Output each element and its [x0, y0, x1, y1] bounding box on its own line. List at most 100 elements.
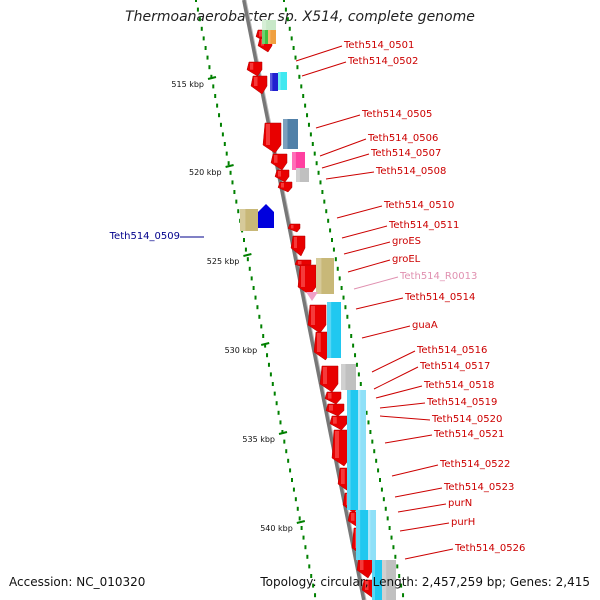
grid-dot — [292, 46, 295, 50]
grid-dot — [252, 286, 255, 290]
label-leader — [315, 114, 361, 129]
grid-dot — [386, 516, 389, 521]
cds-arrow-shade — [301, 266, 305, 287]
grid-dot — [298, 74, 301, 79]
cds-arrow-shade — [250, 63, 254, 70]
grid-dot — [400, 583, 403, 588]
grid-dot — [375, 458, 378, 463]
gene-label: Teth514_0514 — [404, 292, 475, 303]
feature-block — [292, 152, 305, 170]
feature-block-shade — [268, 30, 271, 44]
grid-dot — [300, 526, 303, 530]
grid-dot — [342, 295, 345, 300]
gene-label: Teth514_0501 — [343, 40, 414, 51]
cds-arrow — [324, 391, 342, 405]
cds-arrow-shade — [274, 155, 278, 163]
grid-dot — [319, 180, 322, 185]
grid-dot — [277, 410, 280, 415]
grid-dot — [279, 420, 282, 425]
grid-dot — [323, 199, 326, 204]
scale-tick-label: 535 kbp — [242, 435, 275, 444]
feature-block — [268, 30, 276, 44]
label-leader — [325, 171, 375, 180]
grid-dot — [262, 334, 265, 338]
cds-arrow-shade — [291, 225, 294, 229]
grid-dot — [388, 526, 391, 530]
cds-arrow-shade — [328, 393, 332, 399]
scale-tick-label: 525 kbp — [207, 257, 240, 266]
scale-tick-mark — [207, 76, 217, 80]
trna-arrow — [306, 292, 318, 301]
cds-arrow — [270, 153, 288, 171]
label-leader — [384, 434, 433, 444]
accession-text: Accession: NC_010320 — [9, 575, 146, 589]
gene-label: Teth514_0516 — [416, 345, 487, 356]
feature-block-shade — [368, 510, 371, 560]
label-leader — [341, 225, 388, 239]
genome-summary-text: Topology: circular; Length: 2,457,259 bp… — [260, 575, 590, 589]
grid-dot — [384, 506, 387, 511]
grid-dot — [291, 478, 293, 482]
label-leader — [379, 402, 426, 409]
grid-dot — [285, 449, 288, 454]
gene-label: purN — [448, 498, 472, 509]
feature-block — [240, 209, 258, 231]
gene-label: groES — [392, 236, 421, 247]
grid-dot — [314, 593, 317, 598]
cds-arrow — [262, 122, 282, 154]
grid-dot — [331, 238, 333, 242]
grid-dot — [212, 84, 215, 89]
cds-arrow-shade — [335, 431, 339, 458]
gene-label: Teth514_0521 — [433, 429, 504, 440]
grid-dot — [350, 334, 353, 338]
feature-block — [341, 364, 356, 390]
label-leader — [399, 522, 450, 532]
grid-dot — [273, 391, 276, 396]
scale-tick-mark — [225, 164, 234, 168]
grid-dot — [221, 132, 224, 137]
grid-dot — [357, 372, 360, 377]
scale-tick-mark — [296, 520, 306, 524]
scale-tick-mark — [243, 253, 252, 257]
feature-block-shade — [292, 152, 296, 170]
grid-dot — [352, 343, 355, 348]
grid-dot — [338, 276, 341, 281]
grid-dot — [354, 353, 357, 358]
label-leader — [361, 325, 411, 339]
gene-label: Teth514_0511 — [388, 220, 459, 231]
gene-label: Teth514_0526 — [454, 543, 525, 554]
grid-dot — [248, 266, 251, 271]
gene-label: Teth514_0507 — [370, 148, 441, 159]
feature-block-shade — [341, 364, 346, 390]
grid-dot — [219, 122, 222, 127]
grid-dot — [334, 257, 337, 262]
feature-block-shade — [296, 168, 300, 182]
feature-block-shade — [358, 390, 361, 510]
grid-dot — [359, 382, 362, 386]
grid-dot — [237, 209, 240, 214]
grid-dots — [195, 0, 405, 598]
grid-dot — [304, 545, 307, 550]
grid-dot — [204, 46, 207, 50]
gene-label: Teth514_0510 — [383, 200, 454, 211]
label-leader — [404, 548, 454, 560]
gene-label: guaA — [412, 320, 438, 331]
gene-label: Teth514_0508 — [375, 166, 446, 177]
grid-dot — [289, 468, 292, 473]
grid-dot — [292, 487, 295, 492]
scale-tick-mark — [260, 342, 270, 346]
label-leader — [353, 276, 399, 290]
label-leader — [343, 241, 391, 255]
grid-dot — [307, 122, 310, 127]
grid-dot — [195, 0, 197, 2]
feature-block-shade — [283, 119, 288, 149]
cds-arrow-shade — [365, 581, 369, 590]
grid-dot — [288, 26, 291, 31]
gene-label: Teth514_0518 — [423, 380, 494, 391]
feature-block — [327, 302, 341, 358]
gene-label: Teth514_0505 — [361, 109, 432, 120]
grid-dot — [380, 487, 383, 492]
cds-arrow-shade — [259, 31, 262, 37]
cds-arrow-shade — [329, 405, 333, 411]
cds-arrow-shade — [317, 333, 321, 352]
